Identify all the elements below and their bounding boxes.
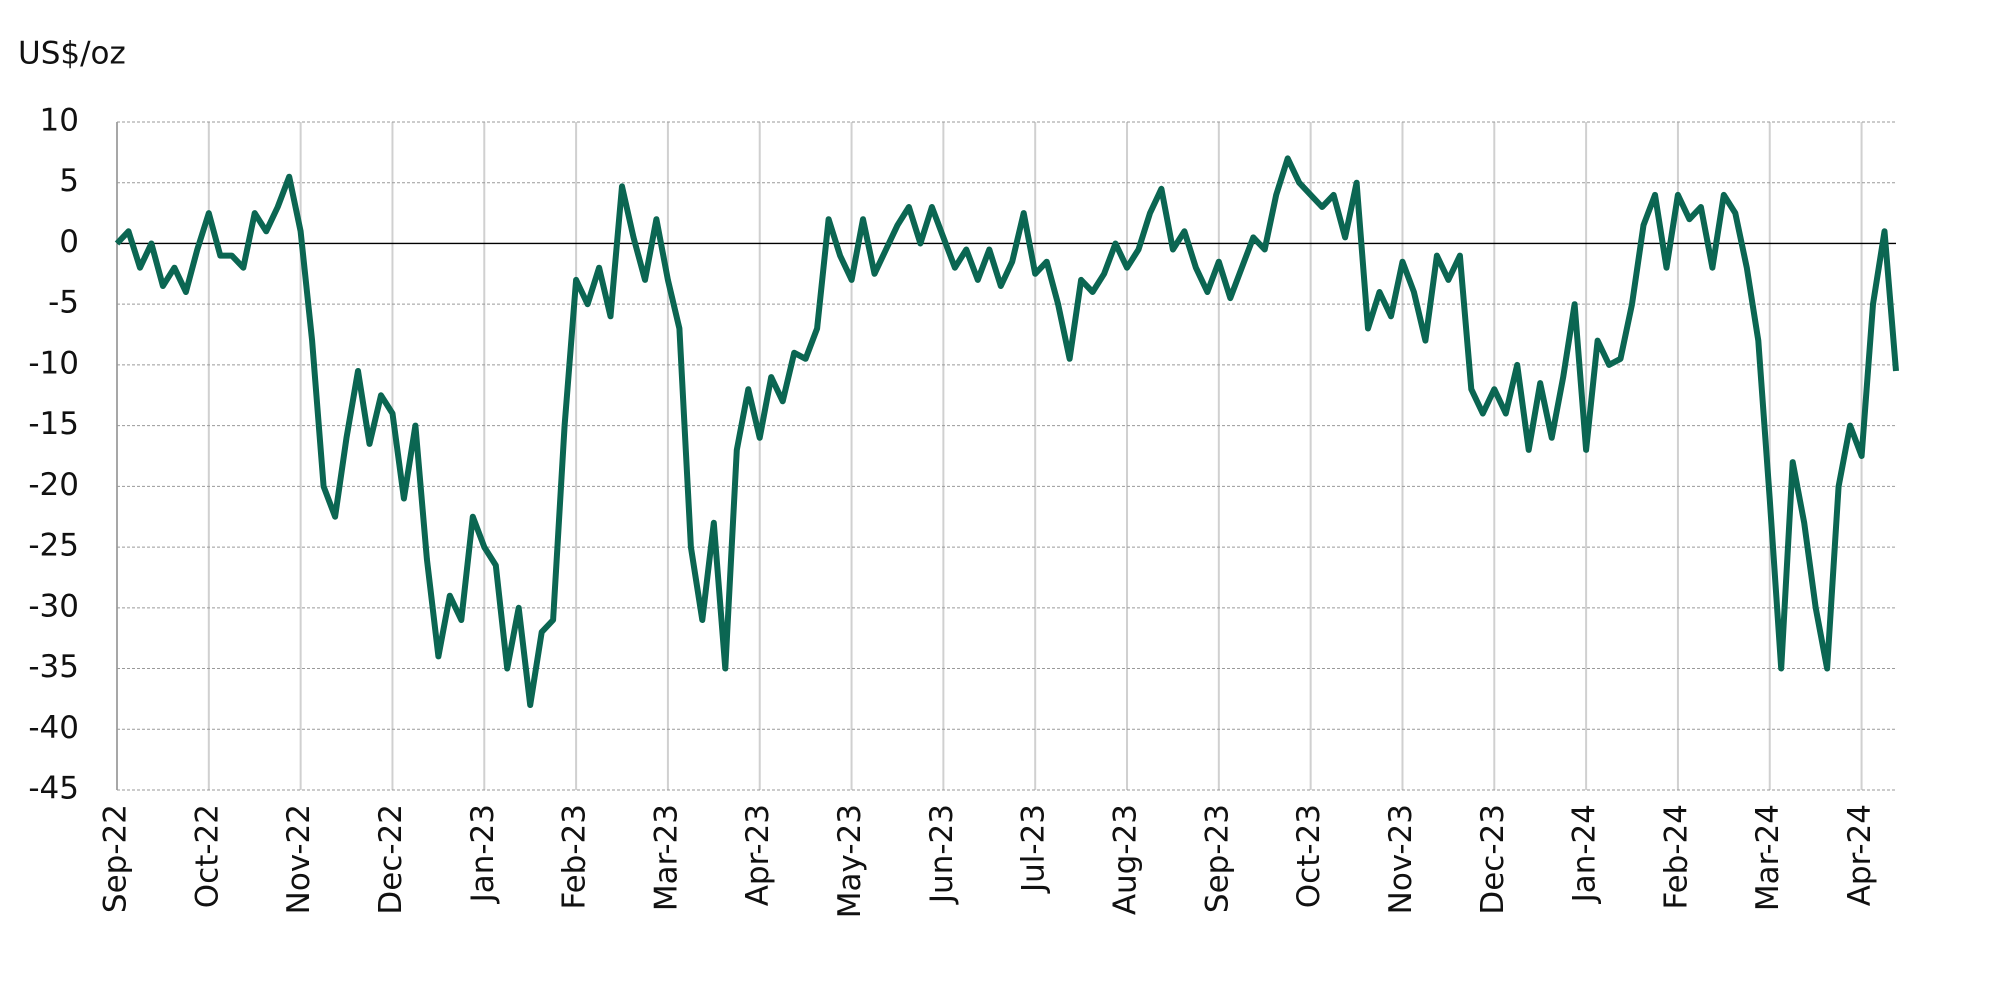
y-tick-label: 10	[40, 103, 79, 139]
x-tick-label: Jan-23	[465, 804, 501, 904]
y-tick-label: -20	[28, 467, 79, 503]
y-tick-label: 5	[59, 163, 79, 199]
x-tick-label: Dec-23	[1475, 804, 1511, 915]
y-tick-label: 0	[59, 224, 79, 260]
y-tick-label: -5	[48, 285, 79, 321]
x-tick-label: Oct-23	[1291, 804, 1327, 908]
x-tick-label: Mar-24	[1750, 804, 1786, 911]
y-tick-label: -45	[28, 771, 79, 807]
x-tick-label: Feb-23	[557, 804, 593, 910]
x-tick-label: Dec-22	[373, 804, 409, 915]
x-tick-label: Nov-22	[281, 804, 317, 914]
y-tick-label: -25	[28, 528, 79, 564]
line-series	[114, 155, 1899, 708]
x-tick-label: Sep-22	[98, 804, 134, 913]
x-tick-label: Jan-24	[1567, 804, 1603, 904]
x-tick-label: Jul-23	[1016, 804, 1052, 894]
x-tick-label: Apr-24	[1842, 804, 1878, 906]
x-tick-label: Mar-23	[648, 804, 684, 911]
x-tick-label: Apr-23	[740, 804, 776, 906]
y-tick-label: -15	[28, 406, 79, 442]
y-tick-label: -40	[28, 710, 79, 746]
x-tick-label: Oct-22	[189, 804, 225, 908]
x-tick-label: Feb-24	[1658, 804, 1694, 910]
y-tick-label: -30	[28, 588, 79, 624]
x-tick-label: Aug-23	[1108, 804, 1144, 915]
y-axis-title: US$/oz	[18, 36, 126, 72]
x-tick-label: Jun-23	[924, 804, 960, 905]
y-tick-label: -35	[28, 649, 79, 685]
x-tick-label: Nov-23	[1383, 804, 1419, 914]
x-tick-label: May-23	[832, 804, 868, 918]
y-tick-label: -10	[28, 345, 79, 381]
x-tick-label: Sep-23	[1199, 804, 1235, 913]
